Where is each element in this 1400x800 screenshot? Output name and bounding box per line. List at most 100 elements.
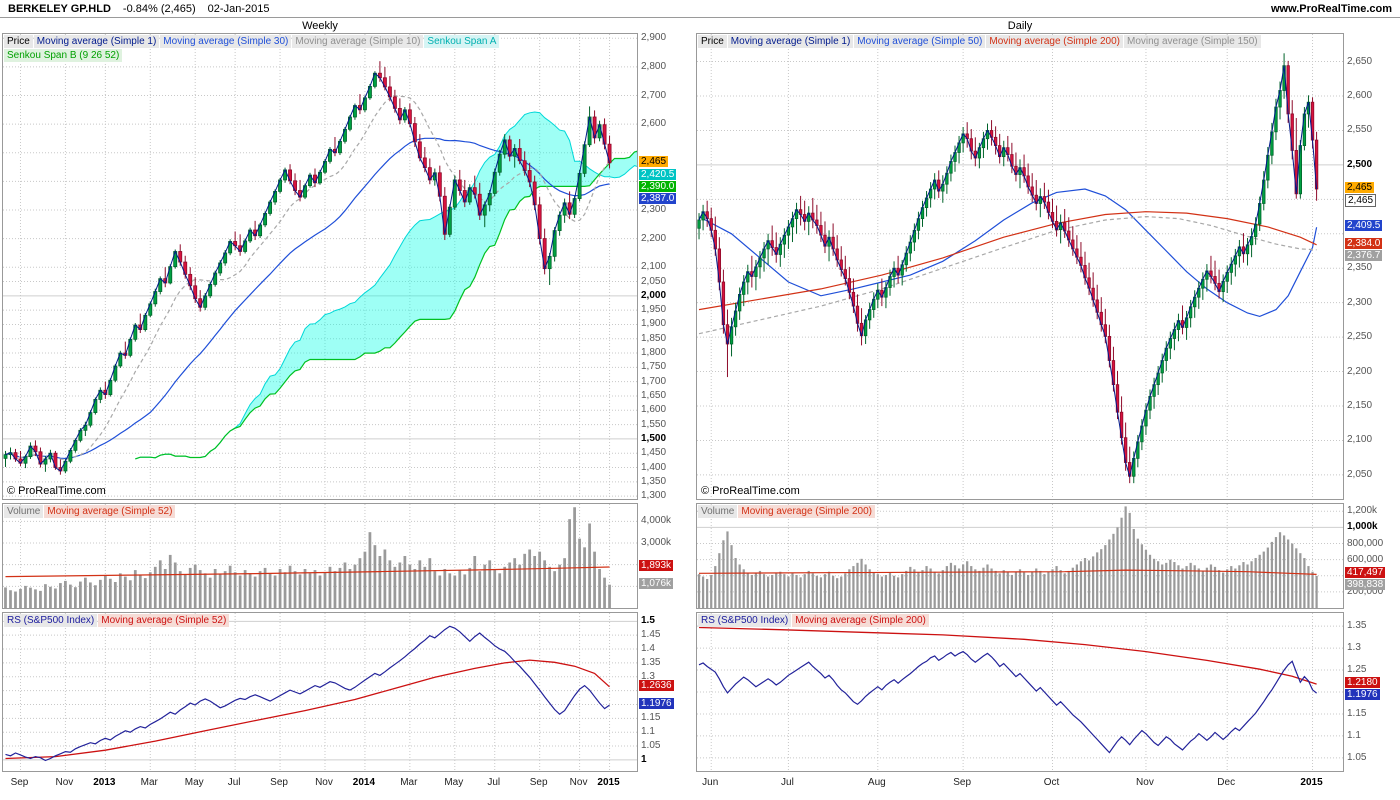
axis-tick-label: 800,000 bbox=[1347, 537, 1384, 549]
weekly-rs-plot[interactable]: RS (S&P500 Index) Moving average (Simple … bbox=[2, 612, 638, 772]
symbol-name: BERKELEY GP.HLD bbox=[8, 2, 111, 15]
weekly-price-plot[interactable]: Price Moving average (Simple 1) Moving ave… bbox=[2, 33, 638, 500]
time-axis-label: Dec bbox=[1217, 777, 1236, 788]
axis-tick-label: 1,400 bbox=[641, 461, 667, 473]
axis-tick-label: 1.15 bbox=[641, 712, 661, 724]
daily-time-axis: Jun Jul Aug Sep Oct Nov Dec 2015 bbox=[696, 775, 1344, 793]
value-badge: 1,076k bbox=[639, 577, 674, 589]
legend-item: Moving average (Simple 200) bbox=[986, 35, 1123, 48]
value-badge: 1.2180 bbox=[1345, 677, 1380, 689]
legend-item: Price bbox=[698, 35, 727, 48]
time-axis-label: 2014 bbox=[352, 777, 376, 788]
panel-title-daily: Daily bbox=[1007, 20, 1033, 32]
axis-tick-label: 1,950 bbox=[641, 304, 667, 316]
daily-rs-legend: RS (S&P500 Index) Moving average (Simple … bbox=[698, 614, 929, 627]
weekly-panel: Weekly Price Moving average (Simple 1) Mov… bbox=[2, 19, 692, 800]
value-badge: 2,420.5 bbox=[639, 168, 677, 180]
axis-tick-label: 1,850 bbox=[641, 332, 667, 344]
legend-item: Volume bbox=[4, 505, 44, 518]
daily-rs-plot[interactable]: RS (S&P500 Index) Moving average (Simple … bbox=[696, 612, 1344, 772]
daily-rs-section: RS (S&P500 Index) Moving average (Simple … bbox=[696, 612, 1398, 772]
weekly-volume-plot[interactable]: Volume Moving average (Simple 52) bbox=[2, 503, 638, 609]
axis-tick-label: 1.35 bbox=[1347, 620, 1367, 632]
axis-tick-label: 1.05 bbox=[1347, 751, 1367, 763]
axis-tick-label: 1 bbox=[641, 753, 647, 765]
value-badge: 2,409.5 bbox=[1345, 220, 1383, 232]
axis-tick-label: 1,300 bbox=[641, 490, 667, 502]
legend-item: Moving average (Simple 150) bbox=[1123, 35, 1261, 48]
axis-tick-label: 2,500 bbox=[1347, 158, 1373, 170]
daily-price-plot[interactable]: Price Moving average (Simple 1) Moving ave… bbox=[696, 33, 1344, 500]
axis-tick-label: 1,750 bbox=[641, 361, 667, 373]
time-axis-label: Nov bbox=[1136, 777, 1154, 788]
axis-tick-label: 2,900 bbox=[641, 32, 667, 44]
axis-tick-label: 1,350 bbox=[641, 475, 667, 487]
axis-tick-label: 4,000k bbox=[641, 515, 672, 527]
time-axis-label: May bbox=[444, 777, 464, 788]
value-badge: 2,465 bbox=[639, 155, 669, 167]
axis-tick-label: 1,550 bbox=[641, 418, 667, 430]
axis-tick-label: 1,700 bbox=[641, 375, 667, 387]
axis-tick-label: 1,500 bbox=[641, 432, 667, 444]
time-axis-label: Sep bbox=[10, 777, 29, 788]
value-badge: 2,387.0 bbox=[639, 192, 677, 204]
legend-item: Moving average (Simple 30) bbox=[160, 35, 292, 48]
time-axis-label: 2013 bbox=[93, 777, 116, 788]
weekly-volume-axis: 4,000k 3,000k 1,893k 1,076k bbox=[638, 503, 692, 609]
axis-tick-label: 2,200 bbox=[1347, 365, 1373, 377]
daily-volume-plot[interactable]: Volume Moving average (Simple 200) bbox=[696, 503, 1344, 609]
axis-tick-label: 1.3 bbox=[641, 670, 655, 682]
axis-tick-label: 1.15 bbox=[1347, 707, 1367, 719]
legend-item: Senkou Span B (9 26 52) bbox=[4, 49, 123, 62]
legend-item: Moving average (Simple 200) bbox=[738, 505, 875, 518]
copyright-label: © ProRealTime.com bbox=[701, 485, 800, 497]
value-badge: 1.1976 bbox=[639, 698, 674, 710]
weekly-rs-svg bbox=[3, 613, 637, 771]
legend-item: Moving average (Simple 200) bbox=[792, 614, 929, 627]
legend-item: Moving average (Simple 1) bbox=[33, 35, 160, 48]
weekly-price-legend: Price Moving average (Simple 1) Moving ave… bbox=[4, 35, 564, 62]
daily-rs-axis: 1.35 1.3 1.25 1.15 1.1 1.05 1.2180 1.1976 bbox=[1344, 612, 1398, 772]
legend-item: Moving average (Simple 50) bbox=[854, 35, 986, 48]
weekly-rs-axis: 1.5 1.45 1.4 1.35 1.3 1.15 1.1 1.05 1 1.2636 1.197… bbox=[638, 612, 692, 772]
axis-tick-label: 3,000k bbox=[641, 537, 672, 548]
axis-tick-label: 2,600 bbox=[641, 118, 667, 130]
axis-tick-label: 2,000 bbox=[641, 289, 667, 301]
time-axis-label: 2015 bbox=[1300, 777, 1323, 788]
axis-tick-label: 1.35 bbox=[641, 656, 661, 668]
axis-tick-label: 1.05 bbox=[641, 740, 661, 752]
axis-tick-label: 2,800 bbox=[641, 60, 667, 72]
axis-tick-label: 1.4 bbox=[641, 643, 655, 655]
axis-tick-label: 1.3 bbox=[1347, 642, 1361, 654]
weekly-volume-svg bbox=[3, 504, 637, 608]
legend-item: Volume bbox=[698, 505, 738, 518]
time-axis-label: 2015 bbox=[597, 777, 620, 788]
value-badge: 398,838 bbox=[1345, 579, 1386, 591]
weekly-price-axis: 2,900 2,800 2,700 2,600 2,300 2,200 2,100 2,050… bbox=[638, 32, 692, 502]
axis-tick-label: 1,000k bbox=[1347, 521, 1378, 533]
axis-tick-label: 600,000 bbox=[1347, 553, 1384, 565]
axis-tick-label: 2,200 bbox=[641, 232, 667, 244]
axis-tick-label: 2,250 bbox=[1347, 331, 1373, 343]
time-axis-label: Mar bbox=[140, 777, 158, 788]
weekly-time-axis: Sep Nov 2013 Mar May Jul Sep Nov 2014 Mar May Jul Se… bbox=[2, 775, 638, 793]
value-badge: 1.2636 bbox=[639, 679, 674, 691]
daily-volume-svg bbox=[697, 504, 1343, 608]
value-badge: 2,465 bbox=[1345, 182, 1375, 193]
axis-tick-label: 2,300 bbox=[1347, 296, 1373, 308]
axis-tick-label: 200,000 bbox=[1347, 585, 1384, 597]
axis-tick-label: 1.1 bbox=[641, 726, 655, 738]
axis-tick-label: 2,100 bbox=[641, 261, 667, 273]
legend-item: RS (S&P500 Index) bbox=[698, 614, 792, 627]
time-axis-label: Aug bbox=[867, 777, 886, 788]
axis-tick-label: 2,300 bbox=[641, 203, 667, 215]
weekly-rs-section: RS (S&P500 Index) Moving average (Simple … bbox=[2, 612, 692, 772]
daily-volume-axis: 1,200k 1,000k 800,000 600,000 200,000 417,497… bbox=[1344, 503, 1398, 609]
copyright-label: © ProRealTime.com bbox=[7, 485, 106, 497]
daily-volume-legend: Volume Moving average (Simple 200) bbox=[698, 505, 875, 518]
legend-item: Senkou Span A bbox=[424, 35, 500, 48]
value-badge: 1,893k bbox=[639, 559, 674, 571]
prorealtime-link[interactable]: www.ProRealTime.com bbox=[1270, 2, 1392, 15]
axis-tick-label: 2,350 bbox=[1347, 262, 1373, 274]
time-axis-label: Jul bbox=[487, 777, 501, 788]
